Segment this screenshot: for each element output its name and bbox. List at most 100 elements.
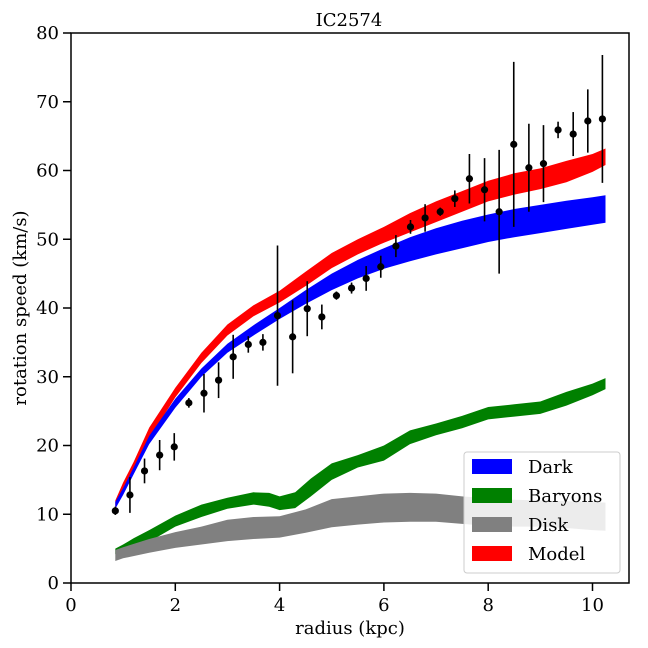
data-marker <box>584 117 592 125</box>
x-axis-label: radius (kpc) <box>295 618 405 639</box>
data-point <box>126 477 134 513</box>
data-marker <box>421 214 429 222</box>
data-marker <box>244 340 252 349</box>
y-axis-label: rotation speed (km/s) <box>10 210 31 405</box>
data-point <box>289 300 297 374</box>
data-point <box>495 149 503 274</box>
data-marker <box>229 353 237 361</box>
data-marker <box>451 195 459 203</box>
x-tick-label: 10 <box>581 595 604 616</box>
x-tick-label: 0 <box>65 595 76 616</box>
y-tick-label: 0 <box>48 573 59 594</box>
data-point <box>421 204 429 232</box>
points-layer <box>111 55 607 515</box>
data-point <box>185 398 193 408</box>
data-marker <box>140 467 149 475</box>
data-point <box>569 112 577 157</box>
band-model <box>115 148 606 509</box>
data-point <box>406 220 415 234</box>
data-point <box>303 281 311 337</box>
y-tick-label: 70 <box>36 92 59 113</box>
data-point <box>200 374 208 413</box>
data-point <box>140 458 149 484</box>
data-marker <box>377 263 385 271</box>
data-point <box>480 158 489 222</box>
band-dark <box>115 195 606 509</box>
y-tick-label: 40 <box>36 298 59 319</box>
legend-label-disk: Disk <box>528 515 569 536</box>
legend-label-model: Model <box>528 544 585 565</box>
legend-swatch-dark <box>472 459 512 474</box>
legend-swatch-baryons <box>472 488 512 503</box>
data-point <box>318 304 326 330</box>
legend: Dark Baryons Disk Model <box>463 451 621 574</box>
legend-box <box>463 451 621 574</box>
data-point <box>347 282 356 294</box>
data-marker <box>598 115 607 123</box>
data-marker <box>510 140 518 148</box>
x-axis: 0 2 4 6 8 10 <box>65 583 604 616</box>
data-point <box>229 334 237 379</box>
data-marker <box>259 338 267 346</box>
data-marker <box>495 208 503 216</box>
x-tick-label: 8 <box>482 595 493 616</box>
y-tick-label: 20 <box>36 436 59 457</box>
data-point <box>436 207 444 216</box>
data-marker <box>525 164 533 172</box>
data-marker <box>126 491 134 499</box>
data-point <box>554 121 562 139</box>
data-marker <box>200 389 208 397</box>
y-tick-label: 10 <box>36 504 59 525</box>
data-point <box>584 89 592 153</box>
chart-title: IC2574 <box>316 10 383 31</box>
data-marker <box>289 333 297 341</box>
data-point <box>465 154 474 204</box>
data-marker <box>332 292 341 300</box>
data-marker <box>465 175 474 183</box>
data-point <box>539 125 548 203</box>
data-point <box>332 291 341 300</box>
band-baryons <box>115 378 606 555</box>
data-point <box>451 190 459 207</box>
data-marker <box>406 223 415 231</box>
data-marker <box>347 284 356 292</box>
legend-swatch-model <box>472 546 512 561</box>
x-tick-label: 2 <box>170 595 181 616</box>
legend-swatch-disk <box>472 517 512 532</box>
y-tick-label: 50 <box>36 229 59 250</box>
data-point <box>362 266 370 291</box>
legend-label-baryons: Baryons <box>528 486 602 507</box>
x-tick-label: 4 <box>274 595 285 616</box>
data-point <box>273 245 282 386</box>
data-marker <box>273 311 282 320</box>
data-marker <box>111 507 119 515</box>
legend-label-dark: Dark <box>528 457 574 478</box>
data-marker <box>569 130 577 138</box>
y-tick-label: 80 <box>36 23 59 44</box>
data-point <box>170 433 178 461</box>
data-point <box>525 123 533 212</box>
data-point <box>111 506 119 515</box>
data-point <box>259 334 267 351</box>
data-marker <box>436 208 444 216</box>
data-point <box>598 55 607 183</box>
data-point <box>156 440 164 471</box>
data-marker <box>156 451 164 459</box>
data-point <box>214 362 223 399</box>
x-tick-label: 6 <box>378 595 389 616</box>
data-marker <box>303 305 311 313</box>
y-tick-label: 30 <box>36 367 59 388</box>
data-marker <box>554 126 562 134</box>
data-marker <box>362 274 370 283</box>
data-marker <box>185 399 193 407</box>
y-tick-label: 60 <box>36 161 59 182</box>
data-marker <box>318 313 326 321</box>
data-point <box>392 235 400 258</box>
data-marker <box>480 186 489 194</box>
data-marker <box>170 443 178 451</box>
data-marker <box>392 242 400 250</box>
y-axis: 0 10 20 30 40 50 60 70 80 <box>36 23 71 594</box>
data-point <box>377 255 385 278</box>
data-marker <box>214 376 223 384</box>
